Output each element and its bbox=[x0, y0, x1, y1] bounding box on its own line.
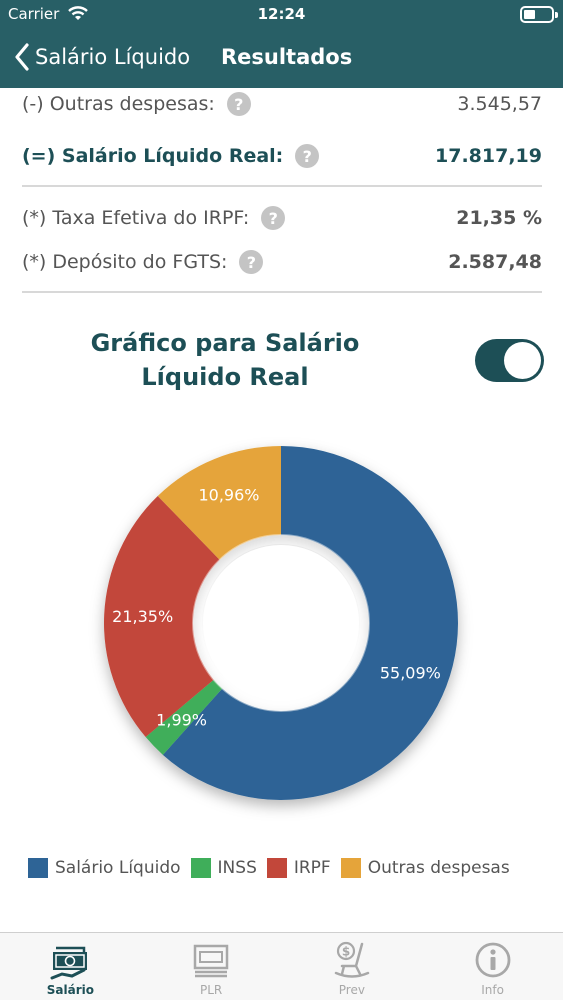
status-bar: Carrier 12:24 bbox=[0, 0, 563, 30]
money-bill-icon bbox=[50, 939, 90, 981]
tab-plr[interactable]: PLR bbox=[141, 933, 282, 1000]
slice-label: 1,99% bbox=[156, 710, 207, 729]
donut-slice-inss bbox=[145, 679, 223, 755]
svg-text:$: $ bbox=[342, 945, 350, 959]
legend-item: Outras despesas bbox=[340, 858, 510, 878]
row-label: (-) Outras despesas: bbox=[22, 93, 215, 115]
toggle-knob bbox=[504, 342, 541, 379]
slice-label: 55,09% bbox=[380, 663, 441, 682]
donut-slice-outras-despesas bbox=[157, 446, 281, 560]
donut-hole bbox=[203, 545, 359, 701]
divider bbox=[22, 185, 542, 187]
carrier-label: Carrier bbox=[8, 5, 60, 23]
legend-label: Salário Líquido bbox=[55, 858, 181, 878]
slice-label: 10,96% bbox=[198, 486, 259, 505]
navigation-bar: Salário Líquido Resultados bbox=[0, 30, 563, 88]
row-salario-liquido-real: (=) Salário Líquido Real: ? 17.817,19 bbox=[22, 136, 542, 176]
row-label: (*) Depósito do FGTS: bbox=[22, 251, 228, 273]
row-value: 3.545,57 bbox=[457, 93, 542, 115]
slice-label: 21,35% bbox=[112, 607, 173, 626]
back-button[interactable]: Salário Líquido bbox=[14, 43, 190, 71]
row-label: (=) Salário Líquido Real: bbox=[22, 145, 284, 167]
row-label: (*) Taxa Efetiva do IRPF: bbox=[22, 207, 250, 229]
legend-label: Outras despesas bbox=[367, 858, 510, 878]
help-icon[interactable]: ? bbox=[295, 144, 320, 168]
row-deposito-fgts: (*) Depósito do FGTS: ? 2.587,48 bbox=[22, 242, 542, 282]
back-button-label: Salário Líquido bbox=[35, 45, 191, 69]
legend-item: INSS bbox=[190, 858, 257, 878]
row-outras-despesas: (-) Outras despesas: ? 3.545,57 bbox=[22, 84, 542, 124]
donut-slice-salário-líquido bbox=[162, 446, 459, 800]
chevron-left-icon bbox=[15, 43, 29, 71]
legend-item: Salário Líquido bbox=[28, 858, 181, 878]
legend-label: IRPF bbox=[293, 858, 331, 878]
legend-label: INSS bbox=[217, 858, 257, 878]
row-value: 2.587,48 bbox=[448, 251, 542, 273]
help-icon[interactable]: ? bbox=[239, 250, 264, 274]
legend-item: IRPF bbox=[266, 858, 331, 878]
tab-label: Prev bbox=[338, 983, 365, 997]
tab-label: Info bbox=[481, 983, 504, 997]
tab-info[interactable]: Info bbox=[422, 933, 563, 1000]
divider bbox=[22, 291, 542, 293]
info-icon bbox=[473, 939, 513, 981]
battery-icon bbox=[520, 6, 558, 23]
legend-swatch bbox=[266, 858, 287, 878]
help-icon[interactable]: ? bbox=[261, 206, 286, 230]
legend-swatch bbox=[340, 858, 361, 878]
tab-bar: Salário PLR $ Prev bbox=[0, 932, 563, 1000]
rocking-chair-icon: $ bbox=[332, 939, 372, 981]
row-value: 21,35 % bbox=[456, 207, 542, 229]
clock-time: 12:24 bbox=[257, 5, 306, 23]
wifi-icon bbox=[68, 5, 88, 25]
money-stack-icon bbox=[191, 939, 231, 981]
legend-swatch bbox=[28, 858, 48, 878]
chart-legend: Salário Líquido INSS IRPF Outras despesas bbox=[28, 855, 520, 881]
row-taxa-efetiva-irpf: (*) Taxa Efetiva do IRPF: ? 21,35 % bbox=[22, 198, 542, 238]
tab-label: PLR bbox=[199, 983, 223, 997]
chart-title: Gráfico para Salário Líquido Real bbox=[90, 329, 360, 391]
page-title: Resultados bbox=[221, 45, 353, 69]
donut-slice-irpf bbox=[104, 495, 220, 738]
donut-chart: 55,09% 1,99% 21,35% 10,96% bbox=[104, 446, 459, 800]
row-value: 17.817,19 bbox=[435, 145, 542, 167]
chart-toggle-switch[interactable] bbox=[475, 339, 544, 382]
help-icon[interactable]: ? bbox=[226, 92, 251, 116]
tab-label: Salário bbox=[46, 983, 94, 997]
tab-prev[interactable]: $ Prev bbox=[282, 933, 423, 1000]
tab-salario[interactable]: Salário bbox=[0, 933, 141, 1000]
legend-swatch bbox=[190, 858, 211, 878]
donut-inner-ring bbox=[192, 534, 370, 712]
